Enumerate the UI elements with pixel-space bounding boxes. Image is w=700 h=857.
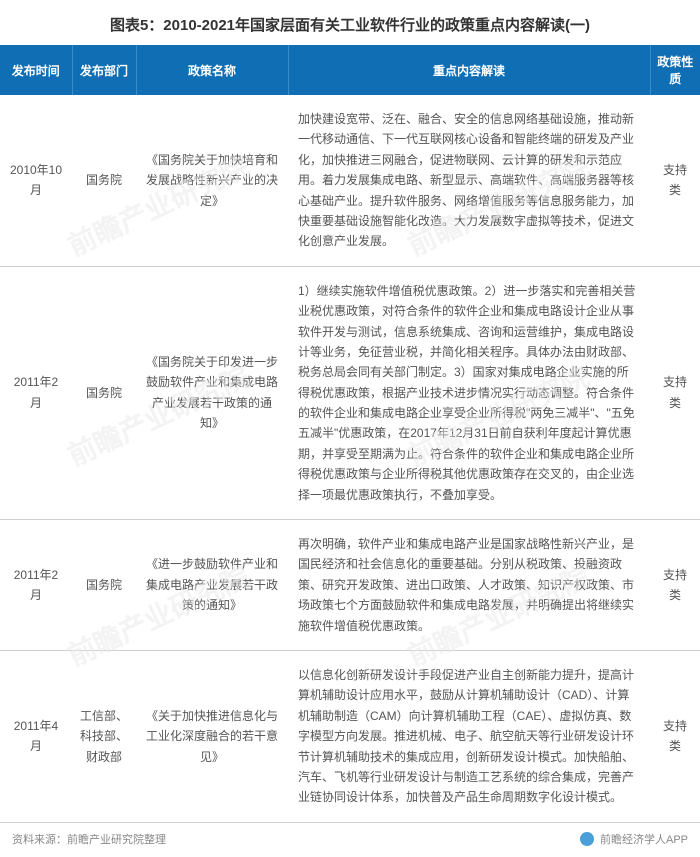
cell-content: 加快建设宽带、泛在、融合、安全的信息网络基础设施，推动新一代移动通信、下一代互联… [288, 95, 650, 266]
table-row: 2011年4月 工信部、科技部、财政部 《关于加快推进信息化与工业化深度融合的若… [0, 650, 700, 822]
footer-brand-wrap: 前瞻经济学人APP [580, 831, 688, 847]
col-header-name: 政策名称 [136, 45, 288, 95]
footer-source: 资料来源：前瞻产业研究院整理 [12, 831, 166, 847]
table-row: 2011年2月 国务院 《进一步鼓励软件产业和集成电路产业发展若干政策的通知》 … [0, 520, 700, 651]
col-header-type: 政策性质 [650, 45, 700, 95]
cell-name: 《关于加快推进信息化与工业化深度融合的若干意见》 [136, 650, 288, 822]
cell-name: 《国务院关于加快培育和发展战略性新兴产业的决定》 [136, 95, 288, 266]
chart-title: 图表5：2010-2021年国家层面有关工业软件行业的政策重点内容解读(一) [0, 0, 700, 45]
cell-type: 支持类 [650, 650, 700, 822]
table-row: 2010年10月 国务院 《国务院关于加快培育和发展战略性新兴产业的决定》 加快… [0, 95, 700, 266]
col-header-content: 重点内容解读 [288, 45, 650, 95]
col-header-time: 发布时间 [0, 45, 72, 95]
cell-type: 支持类 [650, 95, 700, 266]
cell-content: 再次明确，软件产业和集成电路产业是国家战略性新兴产业，是国民经济和社会信息化的重… [288, 520, 650, 651]
footer-brand: 前瞻经济学人APP [600, 831, 688, 847]
col-header-dept: 发布部门 [72, 45, 136, 95]
cell-time: 2011年4月 [0, 650, 72, 822]
cell-dept: 工信部、科技部、财政部 [72, 650, 136, 822]
cell-time: 2011年2月 [0, 520, 72, 651]
table-row: 2011年2月 国务院 《国务院关于印发进一步鼓励软件产业和集成电路产业发展若干… [0, 266, 700, 519]
table-container: 前瞻产业研究院 前瞻产业研究院 前瞻产业研究院 前瞻产业研究院 前瞻产业研究院 … [0, 45, 700, 823]
policy-table: 发布时间 发布部门 政策名称 重点内容解读 政策性质 2010年10月 国务院 … [0, 45, 700, 823]
table-header-row: 发布时间 发布部门 政策名称 重点内容解读 政策性质 [0, 45, 700, 95]
cell-time: 2010年10月 [0, 95, 72, 266]
cell-dept: 国务院 [72, 520, 136, 651]
cell-name: 《进一步鼓励软件产业和集成电路产业发展若干政策的通知》 [136, 520, 288, 651]
cell-type: 支持类 [650, 520, 700, 651]
cell-type: 支持类 [650, 266, 700, 519]
cell-time: 2011年2月 [0, 266, 72, 519]
footer: 资料来源：前瞻产业研究院整理 前瞻经济学人APP [0, 823, 700, 857]
cell-dept: 国务院 [72, 266, 136, 519]
cell-dept: 国务院 [72, 95, 136, 266]
cell-content: 以信息化创新研发设计手段促进产业自主创新能力提升，提高计算机辅助设计应用水平，鼓… [288, 650, 650, 822]
cell-name: 《国务院关于印发进一步鼓励软件产业和集成电路产业发展若干政策的通知》 [136, 266, 288, 519]
cell-content: 1）继续实施软件增值税优惠政策。2）进一步落实和完善相关营业税优惠政策，对符合条… [288, 266, 650, 519]
logo-icon [580, 832, 594, 846]
